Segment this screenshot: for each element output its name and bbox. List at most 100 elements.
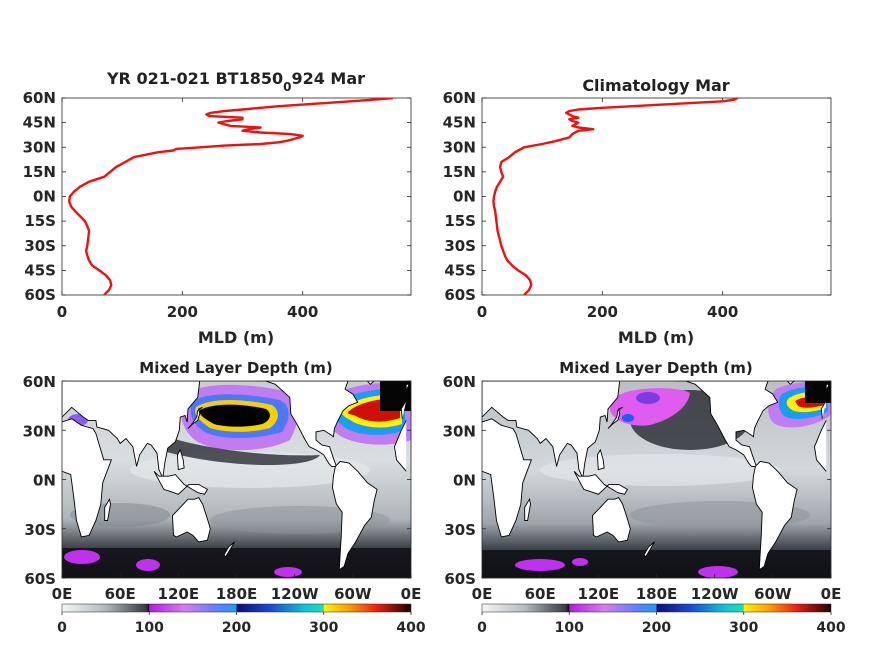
- colorbar-tick-label: 300: [309, 620, 338, 636]
- continent-outline: [366, 381, 375, 385]
- y-tick-label: 30S: [444, 521, 476, 539]
- plot-area: [61, 97, 412, 296]
- continent-outline: [482, 418, 827, 538]
- continent-outline: [255, 381, 359, 467]
- plot-area: [481, 97, 832, 296]
- x-tick-label: 0E: [821, 585, 842, 603]
- y-tick-label: 30S: [24, 237, 56, 255]
- continent-outline: [347, 577, 349, 578]
- map-title: Mixed Layer Depth (m): [139, 359, 332, 377]
- x-tick-label: 0E: [401, 585, 422, 603]
- continent-outline: [482, 381, 827, 480]
- continent-outline: [524, 497, 531, 521]
- y-tick-label: 30N: [23, 138, 56, 156]
- x-tick-label: 120E: [578, 585, 620, 603]
- x-tick-label: 180E: [216, 585, 258, 603]
- continent-outline: [752, 460, 798, 571]
- continent-outline: [592, 497, 631, 543]
- continent-outline: [825, 383, 830, 398]
- y-tick-label: 60S: [444, 286, 476, 304]
- y-tick-label: 60N: [23, 89, 56, 107]
- continents: [482, 381, 830, 578]
- continent-outline: [172, 497, 211, 543]
- continent-outline: [332, 460, 378, 571]
- y-tick-labels: 60N 45N 30N 15N 0N 15S 30S 45S 60S: [23, 89, 411, 304]
- y-tick-label: 15N: [443, 163, 476, 181]
- y-tick-label: 60N: [443, 373, 476, 391]
- profile-title-model: YR 021-021 BT18500924 Mar: [106, 69, 365, 94]
- x-tick-label: 60E: [105, 585, 136, 603]
- x-tick-label: 180E: [636, 585, 678, 603]
- colorbar-tick-label: 0: [477, 620, 487, 636]
- continent-outline: [153, 470, 209, 495]
- mld-map-model: Mixed Layer Depth (m): [23, 359, 426, 636]
- y-tick-label: 45N: [443, 114, 476, 132]
- continent-outline: [62, 381, 407, 480]
- y-tick-label: 30N: [443, 138, 476, 156]
- x-tick-label: 400: [707, 303, 738, 321]
- colorbar-tick-label: 200: [642, 620, 671, 636]
- y-tick-label: 45S: [444, 261, 476, 279]
- x-tick-label: 200: [167, 303, 198, 321]
- continent-outline: [643, 541, 655, 558]
- y-tick-label: 30N: [23, 422, 56, 440]
- x-tick-label: 200: [587, 303, 618, 321]
- colorbar-tick-label: 200: [222, 620, 251, 636]
- x-tick-labels: 0E 60E 120E 180E 120W 60W 0E: [472, 574, 842, 603]
- profile-panel-climatology: Climatology Mar 60N45N30N15N0N15S30S45S6…: [443, 76, 832, 347]
- y-tick-label: 15N: [23, 163, 56, 181]
- mld-profile-line: [492, 98, 739, 295]
- x-tick-labels: 0 200 400: [57, 98, 318, 321]
- continent-outline: [104, 497, 111, 521]
- x-tick-label: 120W: [271, 585, 319, 603]
- y-tick-label: 60N: [443, 89, 476, 107]
- colorbar-tick-label: 400: [396, 620, 425, 636]
- x-tick-label: 60W: [334, 585, 372, 603]
- y-tick-label: 60S: [24, 286, 56, 304]
- profile-panel-model: YR 021-021 BT18500924 Mar 60N 45N 30N 15N 0N…: [23, 69, 412, 347]
- continent-outline: [786, 381, 795, 385]
- profile-title-climatology: Climatology Mar: [582, 76, 729, 95]
- continent-outline: [223, 541, 235, 558]
- y-tick-label: 15S: [444, 212, 476, 230]
- x-tick-label: 120E: [158, 585, 200, 603]
- x-tick-label: 0E: [472, 585, 493, 603]
- southern-ocean-patch: [515, 559, 565, 571]
- x-axis-label: MLD (m): [198, 328, 274, 347]
- x-tick-label: 60W: [754, 585, 792, 603]
- continent-outline: [62, 418, 407, 538]
- y-tick-label: 45S: [24, 261, 56, 279]
- x-tick-label: 0E: [52, 585, 73, 603]
- continent-outline: [176, 448, 185, 471]
- colorbar-tick-label: 100: [555, 620, 584, 636]
- y-tick-label: 30N: [443, 422, 476, 440]
- colorbar-tick-labels: 0 100 200 300 400: [57, 612, 426, 636]
- southern-ocean-deep-mld: [62, 548, 411, 578]
- x-tick-labels: 0 200 400: [477, 98, 738, 321]
- y-tick-label: 60S: [24, 570, 56, 588]
- x-tick-label: 60E: [525, 585, 556, 603]
- y-tick-labels: 60N 30N 0N 30S 60S: [443, 373, 831, 588]
- mld-profile-line: [68, 98, 394, 295]
- colorbar-tick-label: 400: [816, 620, 845, 636]
- colorbar: [61, 603, 412, 613]
- y-tick-label: 30S: [444, 237, 476, 255]
- y-tick-label: 0N: [453, 188, 476, 206]
- colorbar-tick-label: 300: [729, 620, 758, 636]
- continent-outline: [187, 406, 203, 429]
- x-tick-label: 120W: [691, 585, 739, 603]
- x-tick-label: 0: [477, 303, 487, 321]
- y-tick-label: 45N: [23, 114, 56, 132]
- continent-outline: [405, 383, 410, 398]
- y-tick-label: 60S: [444, 570, 476, 588]
- continent-outline: [607, 406, 623, 429]
- y-tick-labels: 60N 45N 30N 15N 0N 15S 30S 45S 60S: [443, 89, 831, 304]
- continent-outline: [573, 470, 629, 495]
- southern-ocean-patch: [64, 550, 100, 564]
- map-title: Mixed Layer Depth (m): [559, 359, 752, 377]
- x-tick-labels: 0E 60E 120E 180E 120W 60W 0E: [52, 574, 422, 603]
- continent-outline: [675, 381, 779, 467]
- continent-outline: [596, 448, 605, 471]
